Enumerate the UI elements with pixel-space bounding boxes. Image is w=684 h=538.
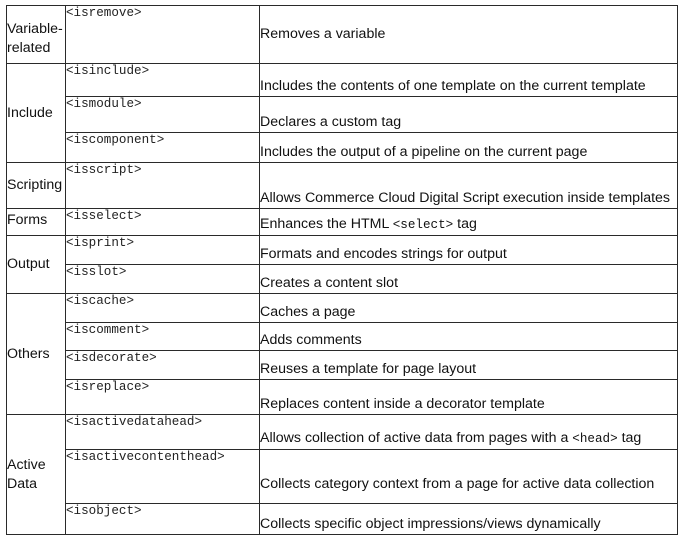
inline-code: <select> <box>392 218 454 232</box>
tag-name: <iscomment> <box>65 322 260 351</box>
table-row: <ismodule> Declares a custom tag <box>7 96 678 133</box>
tag-name: <ismodule> <box>65 96 260 133</box>
tag-name: <isactivedatahead> <box>65 414 260 450</box>
table-row: Output <isprint> Formats and encodes str… <box>6 235 678 294</box>
tag-name: <isremove> <box>65 5 260 64</box>
description-text: tag <box>453 216 477 232</box>
table-row: Variable-related <isremove> Removes a va… <box>6 5 678 64</box>
template-tags-table: Variable-related <isremove> Removes a va… <box>6 5 678 535</box>
tag-description: Allows Commerce Cloud Digital Script exe… <box>259 162 678 209</box>
tag-description: Formats and encodes strings for output <box>259 235 678 265</box>
description-text: Allows collection of active data from pa… <box>260 430 573 446</box>
table-row: <isactivecontenthead> Collects category … <box>7 449 678 504</box>
tag-description: Collects category context from a page fo… <box>259 449 678 504</box>
table-row: Active Data <isactivedatahead> Allows co… <box>6 414 678 535</box>
table-row: Include <isinclude> Includes the content… <box>6 63 678 163</box>
tag-description: Includes the contents of one template on… <box>259 63 678 97</box>
tag-name: <isprint> <box>65 235 260 265</box>
description-text: Enhances the HTML <box>260 216 393 232</box>
table-row: <isdecorate> Reuses a template for page … <box>7 350 678 380</box>
category-variable-related: Variable-related <box>6 5 66 64</box>
tag-description: Includes the output of a pipeline on the… <box>259 132 678 163</box>
tag-name: <iscache> <box>65 293 260 323</box>
tag-description: Collects specific object impressions/vie… <box>259 503 678 535</box>
tag-name: <isinclude> <box>65 63 260 97</box>
category-include: Include <box>6 63 66 163</box>
tag-description: Replaces content inside a decorator temp… <box>259 379 678 415</box>
tag-description: Caches a page <box>259 293 678 323</box>
table-row: Forms <isselect> Enhances the HTML <sele… <box>6 208 678 236</box>
tag-name: <isdecorate> <box>65 350 260 380</box>
tag-name: <iscomponent> <box>65 132 260 163</box>
table-row: <isobject> Collects specific object impr… <box>7 503 678 535</box>
table-row: Scripting <isscript> Allows Commerce Clo… <box>6 162 678 209</box>
tag-description: Adds comments <box>259 322 678 351</box>
tag-description: Reuses a template for page layout <box>259 350 678 380</box>
category-active-data: Active Data <box>6 414 66 535</box>
tag-name: <isslot> <box>65 264 260 294</box>
category-others: Others <box>6 293 66 415</box>
table-row: <iscomponent> Includes the output of a p… <box>7 132 678 163</box>
table-row: <isreplace> Replaces content inside a de… <box>7 379 678 415</box>
tag-name: <isobject> <box>65 503 260 535</box>
tag-description: Allows collection of active data from pa… <box>259 414 678 450</box>
category-output: Output <box>6 235 66 294</box>
tag-description: Declares a custom tag <box>259 96 678 133</box>
tag-name: <isscript> <box>65 162 260 209</box>
description-text: tag <box>617 430 642 446</box>
inline-code: <head> <box>572 432 618 446</box>
table-row: <isslot> Creates a content slot <box>7 264 678 294</box>
table-row: Others <iscache> Caches a page <box>6 293 678 415</box>
table-row: <iscomment> Adds comments <box>7 322 678 351</box>
tag-description: Creates a content slot <box>259 264 678 294</box>
tag-name: <isactivecontenthead> <box>65 449 260 504</box>
tag-name: <isreplace> <box>65 379 260 415</box>
tag-name: <isselect> <box>65 208 260 236</box>
tag-description: Removes a variable <box>259 5 678 64</box>
tag-description: Enhances the HTML <select> tag <box>259 208 678 236</box>
category-forms: Forms <box>6 208 66 236</box>
category-scripting: Scripting <box>6 162 66 209</box>
